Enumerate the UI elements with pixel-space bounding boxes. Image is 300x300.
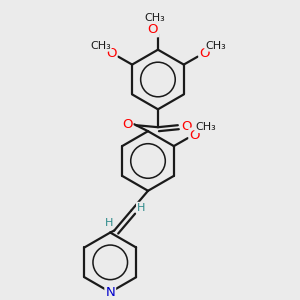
Text: CH₃: CH₃ (195, 122, 216, 132)
Text: CH₃: CH₃ (145, 13, 165, 23)
Text: N: N (105, 286, 115, 299)
Text: H: H (105, 218, 113, 228)
Text: O: O (122, 118, 132, 131)
Text: H: H (137, 203, 145, 213)
Text: CH₃: CH₃ (205, 41, 226, 51)
Text: O: O (148, 23, 158, 36)
Text: CH₃: CH₃ (90, 41, 111, 51)
Text: O: O (200, 47, 210, 60)
Text: O: O (189, 129, 200, 142)
Text: O: O (106, 47, 116, 60)
Text: O: O (182, 120, 192, 133)
